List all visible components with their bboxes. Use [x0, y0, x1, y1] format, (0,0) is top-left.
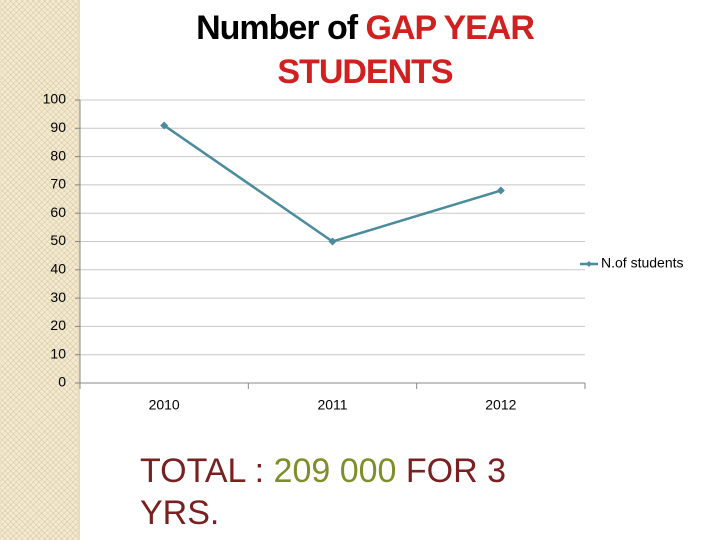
title-part: Number of — [196, 9, 359, 47]
y-tick-label: 10 — [50, 345, 66, 361]
title-highlight: GAP YEAR — [366, 9, 535, 47]
y-tick-label: 80 — [50, 147, 66, 163]
y-tick-label: 40 — [50, 261, 66, 277]
y-tick-label: 70 — [50, 176, 66, 192]
x-tick-label: 2010 — [149, 397, 180, 413]
footnote-text: TOTAL : — [140, 452, 265, 490]
footnote: TOTAL : 209 000 FOR 3 YRS. — [140, 450, 560, 534]
y-tick-label: 60 — [50, 204, 66, 220]
y-tick-label: 30 — [50, 289, 66, 305]
y-tick-label: 90 — [50, 119, 66, 135]
legend-marker — [586, 261, 592, 267]
title-highlight: STUDENTS — [277, 53, 453, 91]
legend-label: N.of students — [601, 255, 684, 271]
chart-title: Number of GAP YEAR — [196, 9, 534, 47]
marker — [496, 186, 505, 195]
y-tick-label: 20 — [50, 317, 66, 333]
y-tick-label: 100 — [43, 91, 67, 107]
line — [163, 124, 502, 243]
footnote-text: FOR 3 YRS. — [140, 452, 507, 532]
y-tick-label: 0 — [58, 374, 66, 390]
decor-stripe — [0, 0, 78, 540]
footnote-number: 209 000 — [273, 452, 397, 490]
marker — [160, 121, 169, 130]
x-tick-label: 2011 — [317, 397, 347, 413]
marker — [328, 237, 337, 246]
y-tick-label: 50 — [50, 232, 66, 248]
x-tick-label: 2012 — [485, 397, 516, 413]
